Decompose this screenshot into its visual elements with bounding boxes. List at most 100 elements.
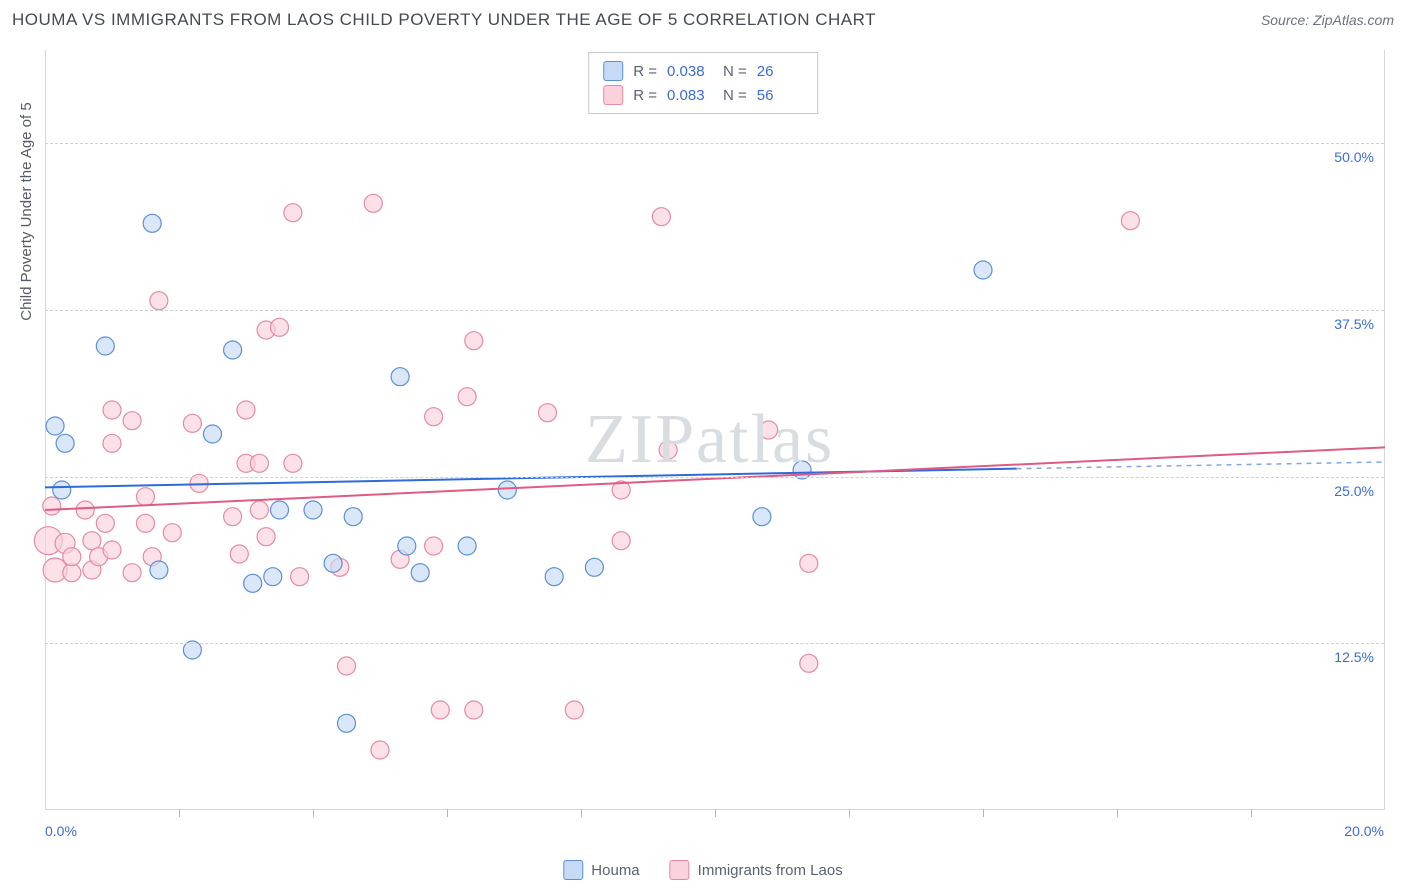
scatter-point-houma [304, 501, 322, 519]
scatter-point-laos [458, 388, 476, 406]
x-tick [313, 809, 314, 817]
scatter-point-laos [63, 548, 81, 566]
legend-label: Houma [591, 862, 639, 879]
series-legend: Houma Immigrants from Laos [563, 860, 842, 880]
scatter-point-houma [458, 537, 476, 555]
scatter-point-houma [224, 341, 242, 359]
scatter-point-laos [250, 501, 268, 519]
scatter-point-houma [271, 501, 289, 519]
legend-label: Immigrants from Laos [698, 862, 843, 879]
scatter-point-laos [43, 497, 61, 515]
scatter-point-laos [103, 434, 121, 452]
swatch-icon [603, 85, 623, 105]
scatter-point-houma [56, 434, 74, 452]
scatter-point-laos [83, 532, 101, 550]
chart-plot-area: ZIPatlas 12.5%25.0%37.5%50.0%0.0%20.0% [45, 50, 1385, 810]
scatter-point-houma [264, 568, 282, 586]
scatter-point-laos [539, 404, 557, 422]
swatch-icon [603, 61, 623, 81]
scatter-point-houma [46, 417, 64, 435]
scatter-point-laos [250, 454, 268, 472]
scatter-point-laos [652, 208, 670, 226]
scatter-point-laos [284, 454, 302, 472]
scatter-point-laos [760, 421, 778, 439]
scatter-point-houma [96, 337, 114, 355]
regression-line-houma-extrapolated [1017, 462, 1386, 469]
x-tick [179, 809, 180, 817]
scatter-point-houma [344, 508, 362, 526]
scatter-point-laos [612, 532, 630, 550]
scatter-point-laos [425, 408, 443, 426]
chart-header: HOUMA VS IMMIGRANTS FROM LAOS CHILD POVE… [12, 10, 1394, 30]
x-tick-label: 20.0% [1344, 823, 1384, 839]
x-tick [849, 809, 850, 817]
x-tick [447, 809, 448, 817]
scatter-point-houma [545, 568, 563, 586]
scatter-point-laos [800, 554, 818, 572]
scatter-point-laos [150, 292, 168, 310]
scatter-point-laos [123, 412, 141, 430]
x-tick [581, 809, 582, 817]
gridline-h [45, 643, 1384, 644]
legend-row-laos: R = 0.083 N = 56 [603, 83, 803, 107]
scatter-point-laos [338, 657, 356, 675]
n-value-houma: 26 [757, 63, 803, 80]
legend-item-houma: Houma [563, 860, 639, 880]
scatter-point-laos [431, 701, 449, 719]
scatter-point-houma [143, 214, 161, 232]
scatter-point-houma [244, 574, 262, 592]
scatter-point-laos [1121, 212, 1139, 230]
r-label: R = [633, 87, 657, 104]
y-tick-label: 25.0% [1334, 483, 1374, 499]
x-tick [1117, 809, 1118, 817]
scatter-point-laos [465, 332, 483, 350]
x-tick [983, 809, 984, 817]
x-tick-label: 0.0% [45, 823, 77, 839]
scatter-point-houma [391, 368, 409, 386]
scatter-point-laos [137, 514, 155, 532]
swatch-icon [670, 860, 690, 880]
correlation-legend: R = 0.038 N = 26 R = 0.083 N = 56 [588, 52, 818, 114]
scatter-point-laos [425, 537, 443, 555]
swatch-icon [563, 860, 583, 880]
y-axis-title: Child Poverty Under the Age of 5 [18, 102, 35, 320]
scatter-point-laos [284, 204, 302, 222]
scatter-point-laos [230, 545, 248, 563]
gridline-h [45, 143, 1384, 144]
scatter-point-laos [257, 528, 275, 546]
chart-title: HOUMA VS IMMIGRANTS FROM LAOS CHILD POVE… [12, 10, 876, 30]
x-tick [715, 809, 716, 817]
scatter-point-laos [123, 564, 141, 582]
scatter-point-houma [338, 714, 356, 732]
scatter-point-laos [63, 564, 81, 582]
r-value-houma: 0.038 [667, 63, 713, 80]
y-tick-label: 50.0% [1334, 149, 1374, 165]
x-tick [1251, 809, 1252, 817]
scatter-svg [45, 50, 1384, 809]
scatter-point-laos [224, 508, 242, 526]
scatter-point-houma [150, 561, 168, 579]
scatter-point-laos [465, 701, 483, 719]
scatter-point-houma [498, 481, 516, 499]
scatter-point-laos [291, 568, 309, 586]
scatter-point-laos [565, 701, 583, 719]
scatter-point-houma [398, 537, 416, 555]
scatter-point-houma [585, 558, 603, 576]
scatter-point-houma [411, 564, 429, 582]
gridline-h [45, 477, 1384, 478]
r-label: R = [633, 63, 657, 80]
scatter-point-laos [237, 401, 255, 419]
scatter-point-houma [324, 554, 342, 572]
n-label: N = [723, 87, 747, 104]
n-label: N = [723, 63, 747, 80]
legend-row-houma: R = 0.038 N = 26 [603, 59, 803, 83]
legend-item-laos: Immigrants from Laos [670, 860, 843, 880]
scatter-point-laos [371, 741, 389, 759]
scatter-point-laos [103, 401, 121, 419]
n-value-laos: 56 [757, 87, 803, 104]
source-attribution: Source: ZipAtlas.com [1261, 12, 1394, 28]
scatter-point-houma [204, 425, 222, 443]
scatter-point-laos [103, 541, 121, 559]
scatter-point-laos [163, 524, 181, 542]
scatter-point-laos [659, 441, 677, 459]
